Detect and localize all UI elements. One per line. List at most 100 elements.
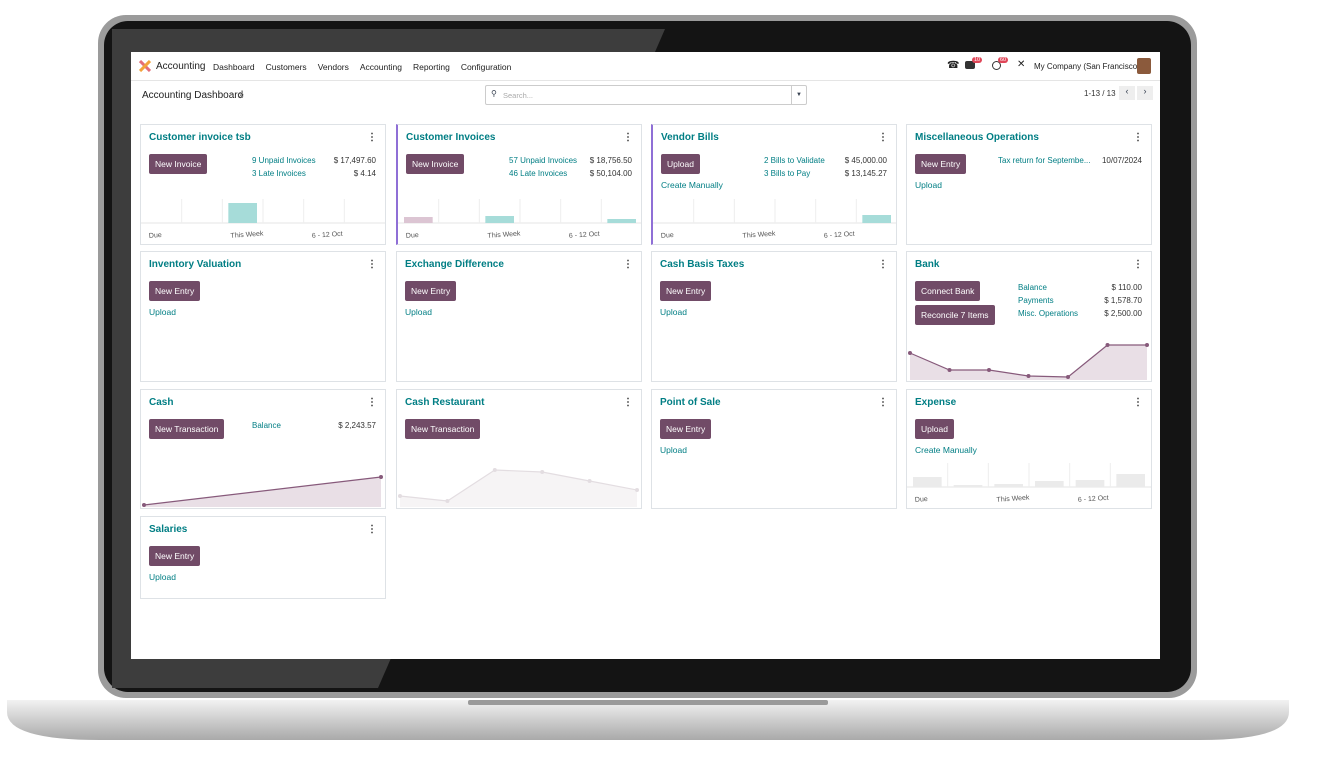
- menu-item[interactable]: Dashboard: [213, 62, 255, 72]
- app-name[interactable]: Accounting: [156, 61, 206, 72]
- stat-value: $ 2,243.57: [338, 421, 376, 430]
- action-button[interactable]: New Invoice: [149, 154, 208, 174]
- card-title[interactable]: Cash Basis Taxes: [660, 259, 745, 270]
- pager: 1-13 / 13: [1084, 89, 1116, 98]
- action-link[interactable]: Create Manually: [915, 445, 977, 455]
- menu-item[interactable]: Reporting: [412, 62, 450, 72]
- search-toggle[interactable]: ▼: [791, 86, 806, 104]
- card-title[interactable]: Cash: [149, 397, 174, 408]
- stat-label[interactable]: 9 Unpaid Invoices: [252, 156, 316, 165]
- action-button[interactable]: New Transaction: [149, 419, 225, 439]
- card-title[interactable]: Miscellaneous Operations: [915, 132, 1039, 143]
- action-button[interactable]: New Entry: [149, 281, 201, 301]
- card-menu[interactable]: ⋮: [623, 397, 633, 408]
- card-title[interactable]: Point of Sale: [660, 397, 721, 408]
- action-button[interactable]: Upload: [915, 419, 954, 439]
- stat-value: $ 110.00: [1111, 283, 1142, 292]
- activity-icon[interactable]: [992, 61, 1001, 70]
- action-button[interactable]: Connect Bank: [915, 281, 981, 301]
- card-menu[interactable]: ⋮: [623, 132, 633, 143]
- card-title[interactable]: Expense: [915, 397, 957, 408]
- action-link[interactable]: Create Manually: [661, 180, 723, 190]
- stat-value: 10/07/2024: [1101, 156, 1142, 165]
- dashboard-card: Point of Sale ⋮ New Entry Upload: [651, 389, 897, 509]
- stat-label[interactable]: Balance: [252, 421, 281, 430]
- card-menu[interactable]: ⋮: [878, 132, 888, 143]
- card-title[interactable]: Cash Restaurant: [405, 397, 485, 408]
- line-area: [400, 470, 637, 507]
- action-button[interactable]: Upload: [661, 154, 700, 174]
- card-menu[interactable]: ⋮: [1133, 397, 1143, 408]
- phone-icon[interactable]: ☎: [947, 60, 960, 71]
- stat-label[interactable]: Balance: [1018, 283, 1047, 292]
- chat-icon[interactable]: [965, 61, 975, 69]
- badge: 60: [998, 57, 1009, 63]
- action-link[interactable]: Upload: [149, 307, 176, 317]
- bar: [953, 485, 983, 487]
- stat-label[interactable]: Tax return for Septembe...: [998, 156, 1091, 165]
- search-box[interactable]: ⚲ Search... ▼: [485, 85, 807, 105]
- action-button[interactable]: New Transaction: [405, 419, 481, 439]
- menu-item[interactable]: Customers: [265, 62, 307, 72]
- bar: [1035, 481, 1064, 487]
- action-link[interactable]: Upload: [149, 572, 176, 582]
- mini-chart: [908, 343, 1149, 380]
- action-link[interactable]: Upload: [660, 307, 687, 317]
- card-title[interactable]: Customer Invoices: [406, 132, 496, 143]
- line-point: [492, 468, 497, 472]
- avatar[interactable]: [1137, 58, 1151, 74]
- stat-label[interactable]: Misc. Operations: [1018, 309, 1079, 318]
- debug-icon[interactable]: ✕: [1017, 59, 1026, 70]
- card-title[interactable]: Exchange Difference: [405, 259, 504, 270]
- bar: [1116, 474, 1145, 487]
- stat-label[interactable]: Payments: [1018, 296, 1054, 305]
- stat-label[interactable]: 46 Late Invoices: [509, 169, 568, 178]
- stat-label[interactable]: 3 Late Invoices: [252, 169, 306, 178]
- action-button[interactable]: Reconcile 7 Items: [915, 305, 995, 325]
- card-menu[interactable]: ⋮: [878, 397, 888, 408]
- pager-next[interactable]: ›: [1137, 86, 1153, 100]
- menu-item[interactable]: Configuration: [460, 62, 512, 72]
- menu-item[interactable]: Accounting: [359, 62, 402, 72]
- stat-value: $ 17,497.60: [333, 156, 376, 165]
- card-menu[interactable]: ⋮: [1133, 132, 1143, 143]
- card-title[interactable]: Vendor Bills: [661, 132, 719, 143]
- stat-label[interactable]: 2 Bills to Validate: [764, 156, 825, 165]
- dashboard-card: Cash Basis Taxes ⋮ New Entry Upload: [651, 251, 897, 382]
- company[interactable]: My Company (San Francisco): [1034, 62, 1140, 71]
- stat-label[interactable]: 57 Unpaid Invoices: [509, 156, 578, 165]
- card-menu[interactable]: ⋮: [367, 524, 377, 535]
- card-menu[interactable]: ⋮: [623, 259, 633, 270]
- action-link[interactable]: Upload: [405, 307, 432, 317]
- menu-item[interactable]: Vendors: [317, 62, 349, 72]
- line-area: [910, 345, 1147, 380]
- card-title[interactable]: Customer invoice tsb: [149, 132, 251, 143]
- action-link[interactable]: Upload: [915, 180, 942, 190]
- card-title[interactable]: Salaries: [149, 524, 188, 535]
- card-menu[interactable]: ⋮: [367, 259, 377, 270]
- card-menu[interactable]: ⋮: [878, 259, 888, 270]
- dashboard-card: Bank ⋮ Connect Bank Reconcile 7 Items Balanc…: [906, 251, 1152, 382]
- chart-label: 6 - 12 Oct: [824, 231, 855, 240]
- stat-label[interactable]: 3 Bills to Pay: [764, 169, 811, 178]
- action-button[interactable]: New Entry: [660, 419, 712, 439]
- action-button[interactable]: New Entry: [660, 281, 712, 301]
- action-link[interactable]: Upload: [660, 445, 687, 455]
- action-button[interactable]: New Entry: [149, 546, 201, 566]
- action-button[interactable]: New Invoice: [406, 154, 465, 174]
- card-menu[interactable]: ⋮: [367, 132, 377, 143]
- card-title[interactable]: Inventory Valuation: [149, 259, 242, 270]
- card-menu[interactable]: ⋮: [367, 397, 377, 408]
- bar: [994, 484, 1023, 487]
- chart-label: This Week: [487, 231, 521, 240]
- pager-prev[interactable]: ‹: [1119, 86, 1135, 100]
- line-point: [635, 488, 639, 492]
- line-point: [908, 351, 912, 355]
- card-menu[interactable]: ⋮: [1133, 259, 1143, 270]
- mini-chart: Due This Week 6 - 12 Oct: [907, 463, 1151, 504]
- line: [143, 476, 382, 506]
- gear-icon[interactable]: ⚙: [237, 91, 245, 100]
- action-button[interactable]: New Entry: [405, 281, 457, 301]
- card-title[interactable]: Bank: [915, 259, 940, 270]
- action-button[interactable]: New Entry: [915, 154, 967, 174]
